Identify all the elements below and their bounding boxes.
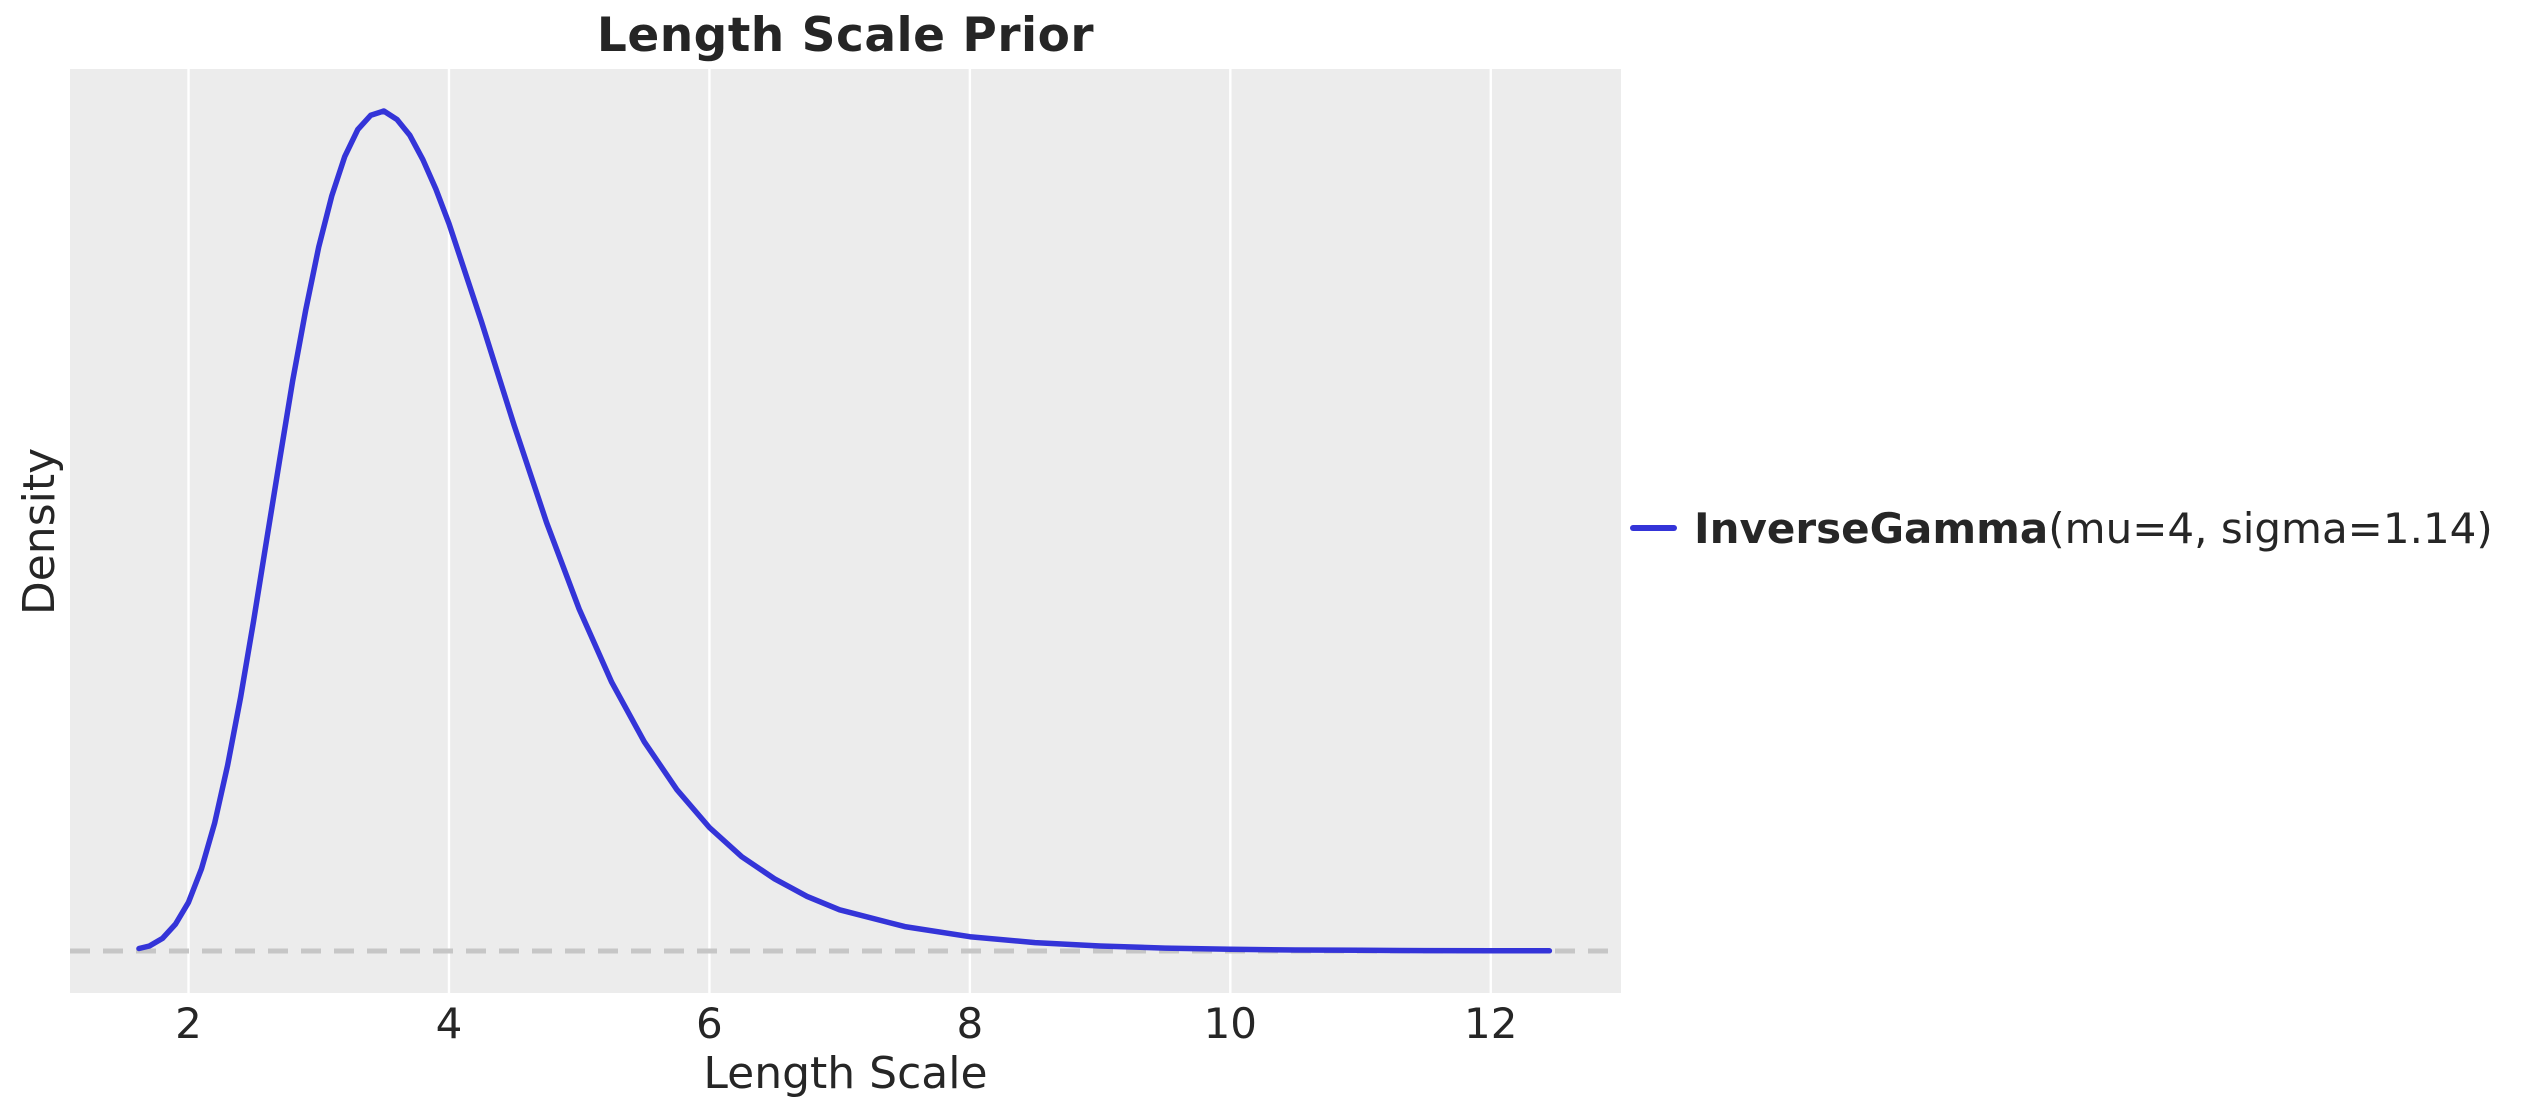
y-axis-label: Density [14,447,66,615]
chart-title: Length Scale Prior [596,8,1095,63]
legend-label-distribution: InverseGamma [1694,503,2049,553]
x-tick-label-12: 12 [1464,999,1518,1048]
y-axis-label-wrap: Density [10,69,70,993]
legend: InverseGamma(mu=4, sigma=1.14) [1630,498,2493,558]
plot-canvas [70,69,1621,993]
legend-label-params: (mu=4, sigma=1.14) [2048,503,2493,553]
density-curve [136,108,1553,954]
x-tick-label-2: 2 [175,999,202,1048]
x-axis-label: Length Scale [703,1048,988,1099]
legend-label: InverseGamma(mu=4, sigma=1.14) [1694,504,2493,553]
x-tick-label-6: 6 [696,999,723,1048]
x-tick-label-8: 8 [956,999,984,1048]
x-tick-label-4: 4 [435,999,463,1048]
x-tick-label-10: 10 [1203,999,1258,1048]
plot-area [70,69,1621,993]
legend-line-swatch [1630,525,1677,531]
